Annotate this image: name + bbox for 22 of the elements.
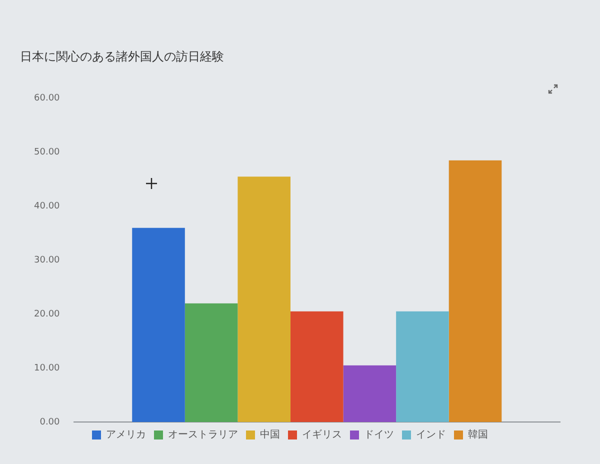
- bar: [343, 365, 396, 422]
- legend-label: イギリス: [302, 428, 342, 441]
- bar: [448, 160, 502, 422]
- y-tick-label: 60.00: [34, 94, 60, 104]
- legend-label: インド: [416, 430, 446, 441]
- legend-label: 韓国: [468, 428, 488, 441]
- bar: [184, 303, 238, 422]
- y-tick-label: 0.00: [40, 417, 60, 428]
- legend-label: ドイツ: [364, 430, 394, 441]
- bar: [132, 228, 185, 422]
- y-tick-label: 40.00: [34, 202, 60, 212]
- chart-title: 日本に関心のある諸外国人の訪日経験: [20, 49, 224, 64]
- bar: [396, 311, 449, 422]
- bar: [238, 176, 290, 422]
- y-tick-label: 30.00: [34, 256, 60, 266]
- bar: [290, 311, 344, 422]
- legend-label: オーストラリア: [168, 430, 238, 441]
- y-tick-label: 10.00: [34, 363, 60, 374]
- legend-label: 中国: [260, 428, 280, 441]
- y-tick-label: 50.00: [34, 148, 60, 158]
- legend-label: アメリカ: [106, 430, 146, 441]
- y-tick-label: 20.00: [34, 309, 60, 320]
